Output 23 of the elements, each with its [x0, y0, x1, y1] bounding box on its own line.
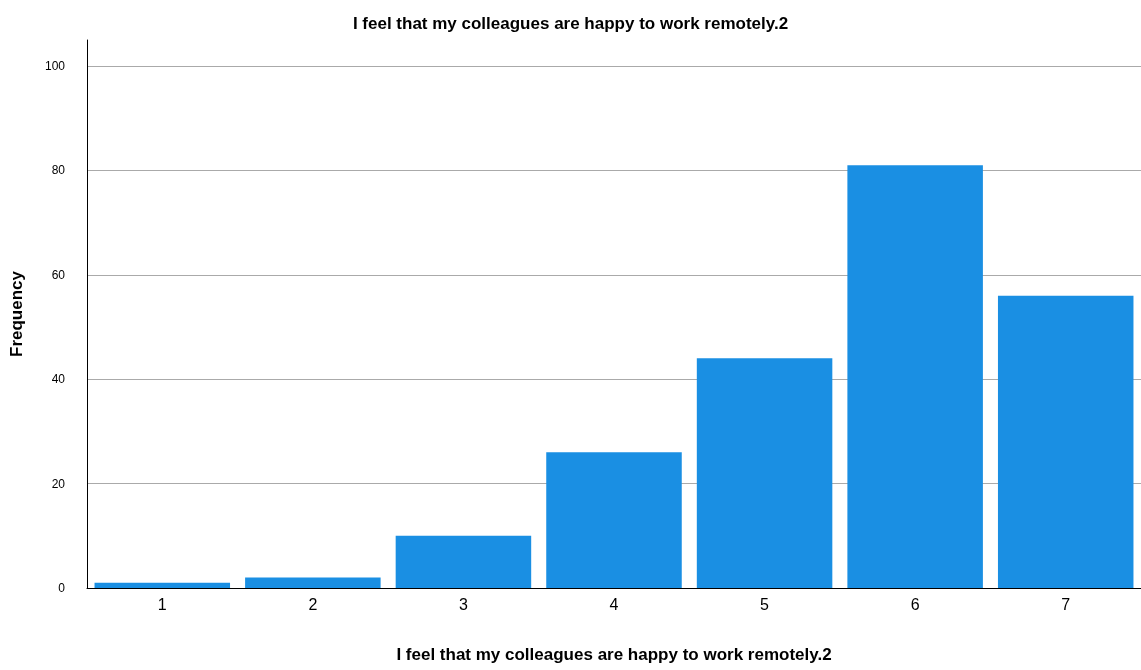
bar — [696, 358, 833, 588]
x-tick-label: 6 — [910, 595, 920, 613]
x-tick-label: 4 — [609, 595, 619, 613]
bar — [847, 165, 983, 588]
y-tick-label: 100 — [44, 59, 66, 74]
bar — [395, 535, 532, 588]
y-axis-title: Frequency — [7, 270, 26, 357]
y-tick-label: 40 — [51, 372, 66, 387]
x-tick-label: 7 — [1061, 595, 1071, 613]
bar — [997, 295, 1134, 588]
x-tick-label: 5 — [760, 595, 770, 613]
bar — [245, 577, 381, 588]
bar — [94, 582, 231, 588]
bar — [546, 452, 682, 588]
y-tick-label: 0 — [58, 581, 66, 595]
y-tick-label: 80 — [51, 163, 66, 178]
y-tick-label: 20 — [51, 476, 66, 491]
x-tick-label: 3 — [458, 595, 468, 613]
x-tick-label: 2 — [308, 595, 318, 613]
x-tick-label: 1 — [157, 595, 167, 613]
y-tick-label: 60 — [51, 267, 66, 282]
x-axis-title: I feel that my colleagues are happy to work remotely.2 — [396, 645, 832, 664]
chart-title: I feel that my colleagues are happy to work remotely.2 — [352, 14, 789, 33]
